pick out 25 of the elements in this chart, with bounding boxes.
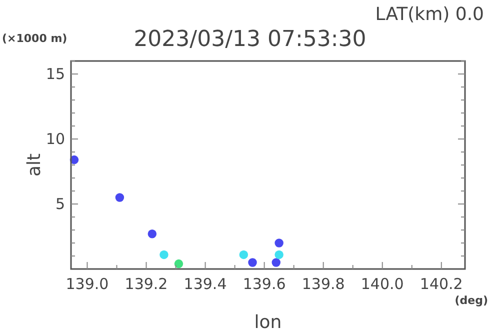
x-tick-label: 140.2	[420, 275, 463, 293]
text: (deg)	[454, 294, 488, 307]
y-tick-label: 15	[46, 65, 65, 83]
text: (×1000 m)	[2, 32, 68, 45]
point	[174, 259, 184, 268]
point	[274, 250, 284, 260]
x-tick-label: 139.0	[66, 275, 109, 293]
point	[248, 258, 257, 267]
chart-title: 2023/03/13 07:53:30	[134, 27, 366, 52]
x-tick-label: 139.4	[184, 275, 227, 293]
y-tick-label: 10	[46, 130, 65, 148]
x-tick-label: 139.2	[124, 275, 168, 293]
y-tick-label: 5	[55, 195, 65, 213]
point	[272, 258, 280, 267]
x-tick-label: 139.6	[242, 275, 286, 293]
x-tick-label: 139.8	[302, 275, 345, 293]
y-axis-title: alt	[24, 153, 45, 177]
point	[239, 250, 248, 260]
x-tick-label: 140.0	[360, 275, 404, 293]
point	[160, 250, 168, 260]
chart-subtitle: LAT(km) 0.0	[375, 4, 484, 25]
point	[115, 193, 124, 202]
x-axis-title: lon	[254, 312, 282, 331]
point	[274, 238, 284, 248]
point	[148, 230, 157, 238]
